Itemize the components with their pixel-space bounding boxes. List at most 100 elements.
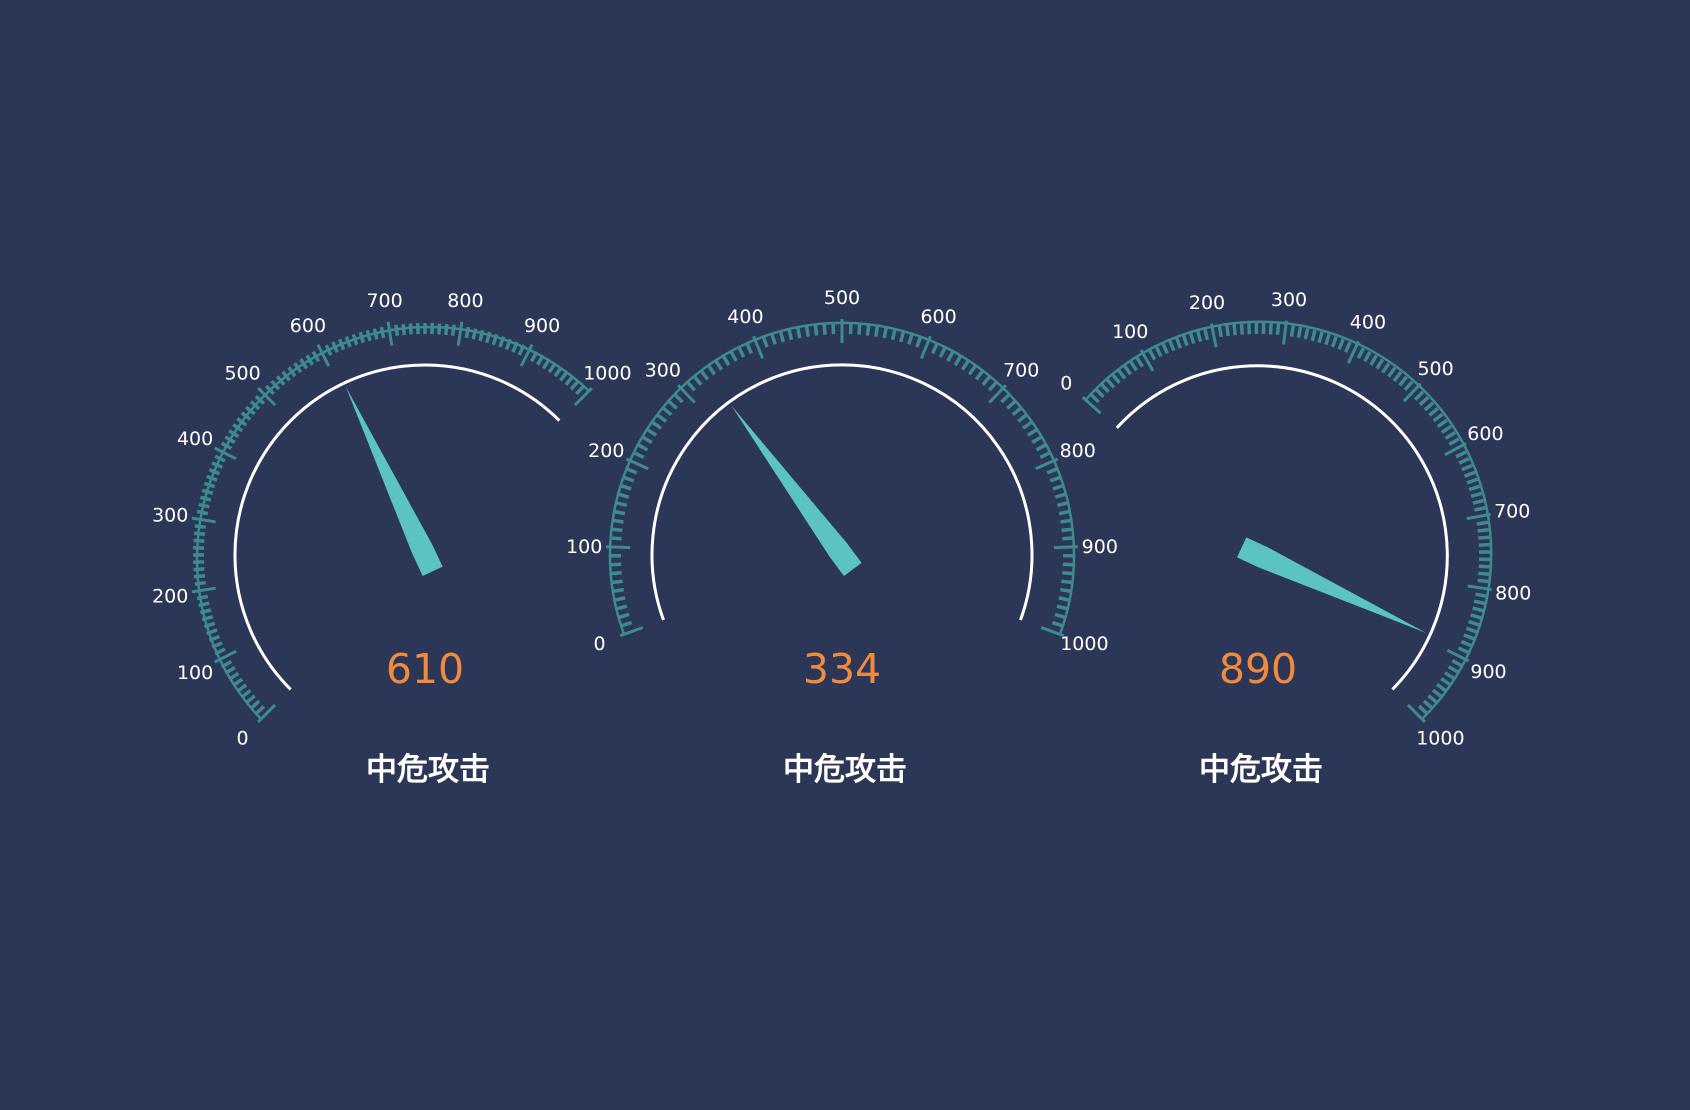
minor-tick [1031, 435, 1043, 445]
minor-tick [614, 596, 626, 602]
minor-tick [1466, 477, 1478, 485]
minor-tick [795, 326, 802, 339]
minor-tick [211, 641, 223, 649]
minor-tick [1225, 324, 1230, 337]
tick-label: 400 [727, 306, 763, 328]
minor-tick [511, 341, 519, 353]
tick-label: 900 [1082, 536, 1118, 558]
minor-tick [498, 336, 506, 348]
minor-tick [610, 536, 622, 541]
minor-tick [305, 354, 315, 366]
minor-tick [1046, 467, 1059, 475]
minor-tick [1232, 324, 1237, 336]
minor-tick [729, 350, 738, 362]
minor-tick [1478, 542, 1490, 547]
minor-tick [915, 336, 923, 348]
major-tick [1209, 323, 1218, 348]
minor-tick [1444, 671, 1456, 681]
minor-tick [1356, 347, 1365, 359]
minor-tick [206, 628, 218, 636]
minor-tick [745, 342, 753, 355]
minor-tick [611, 579, 623, 585]
minor-tick [1154, 345, 1163, 358]
major-tick [214, 446, 237, 461]
minor-tick [254, 705, 266, 716]
major-tick [316, 344, 331, 367]
minor-tick [673, 393, 684, 404]
minor-tick [907, 333, 914, 345]
minor-tick [1296, 326, 1303, 339]
minor-tick [1289, 325, 1295, 337]
tick-label: 0 [1060, 372, 1072, 394]
major-tick [191, 516, 216, 524]
minor-tick [1000, 393, 1011, 404]
minor-tick [293, 362, 303, 374]
gauge-3: 890 中危攻击 0 100 200 300 400 500 600 700 800 900 100… [1060, 289, 1531, 788]
minor-tick [1203, 328, 1210, 341]
minor-tick [1054, 492, 1067, 499]
minor-tick [974, 369, 985, 381]
minor-tick [485, 331, 492, 344]
minor-tick [1035, 443, 1047, 452]
minor-tick [478, 329, 485, 342]
minor-tick [804, 325, 810, 337]
tick-label: 700 [366, 290, 402, 312]
minor-tick [1427, 694, 1439, 704]
major-tick [1035, 457, 1059, 471]
tick-label: 300 [152, 505, 188, 527]
minor-tick [1094, 387, 1105, 399]
major-tick [1446, 648, 1470, 663]
major-tick [606, 545, 631, 550]
minor-tick [324, 344, 333, 356]
tick-label: 400 [1350, 312, 1386, 334]
gauge-pointer [731, 405, 862, 576]
gauge-title: 中危攻击 [366, 752, 490, 788]
minor-tick [1052, 483, 1064, 491]
tick-label: 200 [152, 585, 188, 607]
minor-tick [1473, 599, 1486, 606]
gauge-pointer [345, 386, 443, 576]
major-tick [1139, 349, 1155, 372]
tick-label: 1000 [1060, 633, 1108, 655]
minor-tick [401, 323, 406, 336]
minor-tick [981, 375, 992, 386]
minor-tick [1062, 536, 1074, 541]
minor-tick [1387, 366, 1397, 378]
minor-tick [203, 621, 216, 629]
major-tick [1346, 340, 1360, 364]
minor-tick [1122, 364, 1133, 376]
minor-tick [1196, 330, 1203, 343]
minor-tick [1058, 596, 1070, 602]
minor-tick [1418, 396, 1430, 406]
minor-tick [199, 495, 212, 502]
tick-label: 200 [588, 440, 624, 462]
minor-tick [1344, 341, 1352, 353]
minor-tick [379, 326, 386, 339]
minor-tick [737, 346, 746, 358]
minor-tick [787, 328, 794, 341]
major-tick [625, 457, 649, 471]
minor-tick [1062, 570, 1074, 576]
minor-tick [770, 333, 777, 345]
minor-tick [559, 370, 569, 382]
minor-tick [618, 612, 630, 620]
tick-label: 900 [524, 315, 560, 337]
gauge-value: 334 [803, 645, 881, 693]
minor-tick [813, 324, 819, 336]
minor-tick [504, 338, 513, 351]
minor-tick [1478, 571, 1490, 576]
minor-tick [650, 420, 663, 430]
tick-label: 100 [177, 662, 213, 684]
minor-tick [240, 689, 252, 699]
minor-tick [232, 677, 244, 687]
minor-tick [874, 325, 880, 337]
minor-tick [641, 435, 653, 445]
minor-tick [612, 518, 624, 524]
major-tick [1053, 545, 1078, 550]
minor-tick [667, 399, 678, 410]
minor-tick [882, 326, 889, 339]
minor-tick [1089, 393, 1100, 404]
minor-tick [1317, 331, 1324, 344]
minor-tick [194, 524, 206, 530]
minor-tick [541, 358, 551, 370]
